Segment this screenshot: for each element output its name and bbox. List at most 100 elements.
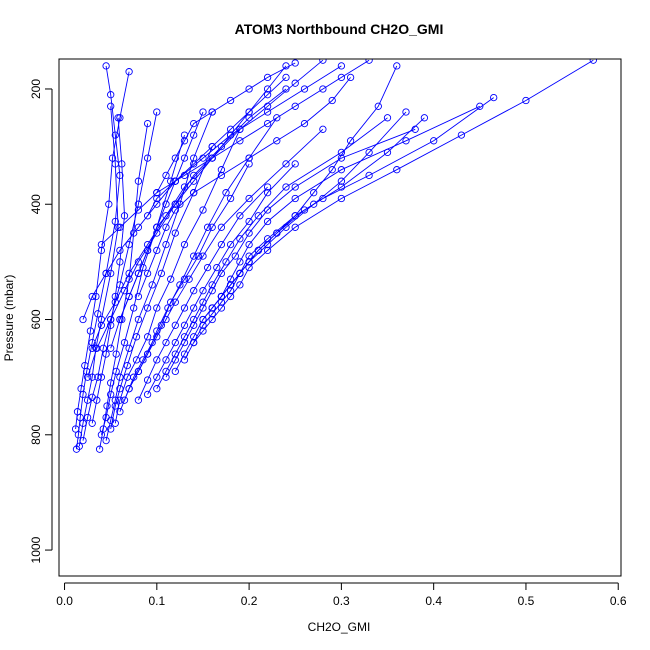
data-point	[97, 240, 106, 249]
data-point	[319, 85, 327, 93]
data-point	[291, 160, 299, 168]
data-point	[176, 281, 184, 289]
data-point	[153, 373, 161, 381]
data-point	[337, 177, 346, 185]
data-point	[217, 171, 226, 180]
y-axis: 200 400 600 800 1000	[29, 79, 53, 563]
series-line	[76, 65, 121, 450]
data-point	[374, 102, 382, 110]
data-point	[86, 327, 95, 335]
data-point	[116, 258, 124, 266]
series-line	[165, 128, 416, 378]
data-point	[236, 269, 244, 278]
data-point	[123, 361, 131, 370]
data-point	[328, 166, 336, 174]
data-point	[199, 287, 207, 295]
data-point	[291, 183, 299, 191]
data-point	[116, 315, 124, 324]
data-point	[116, 408, 124, 416]
data-point	[226, 281, 235, 289]
data-point	[153, 189, 161, 197]
data-point	[245, 263, 253, 272]
data-point	[130, 229, 138, 237]
data-point	[102, 269, 110, 278]
series-line	[137, 77, 351, 297]
data-point	[162, 171, 170, 180]
y-tick-label: 200	[29, 79, 43, 99]
data-point	[217, 298, 226, 306]
data-point	[199, 206, 207, 214]
data-point	[108, 154, 117, 162]
series-20	[190, 59, 597, 347]
series-line	[193, 59, 594, 343]
data-point	[236, 137, 244, 145]
plot-frame	[58, 58, 622, 577]
data-point	[337, 62, 346, 70]
data-point	[139, 263, 147, 272]
data-point	[120, 212, 129, 220]
x-tick-label: 0.5	[518, 594, 535, 608]
x-tick-label: 0.3	[333, 594, 350, 608]
data-point	[199, 321, 207, 329]
data-point	[213, 263, 221, 272]
data-point	[88, 292, 96, 301]
data-point	[153, 333, 161, 341]
series-30	[97, 59, 373, 249]
data-point	[180, 275, 189, 283]
data-point	[319, 125, 327, 133]
data-point	[190, 160, 198, 168]
data-point	[162, 338, 170, 347]
data-point	[116, 373, 124, 381]
data-point	[112, 350, 120, 358]
data-point	[291, 194, 299, 203]
data-point	[134, 177, 143, 185]
data-point	[180, 321, 189, 329]
data-point	[383, 148, 392, 157]
data-point	[134, 269, 143, 278]
series-line	[87, 88, 287, 378]
data-point	[167, 275, 175, 283]
data-point	[245, 160, 253, 168]
data-point	[263, 246, 272, 255]
data-point	[199, 315, 207, 324]
data-point	[393, 62, 401, 70]
data-point	[97, 321, 106, 329]
data-point	[282, 183, 290, 191]
data-point	[402, 137, 410, 145]
data-point	[300, 119, 309, 128]
data-point	[263, 189, 272, 197]
data-point	[171, 177, 179, 185]
x-tick-label: 0.4	[425, 594, 442, 608]
data-point	[153, 246, 161, 255]
data-point	[245, 240, 253, 249]
data-point	[300, 206, 309, 214]
data-point	[430, 137, 438, 145]
data-point	[162, 223, 170, 231]
data-point	[190, 131, 198, 139]
data-point	[245, 154, 253, 162]
x-axis-label: CH2O_GMI	[308, 620, 371, 634]
series-line	[119, 65, 287, 320]
data-point	[217, 142, 226, 151]
data-point	[236, 235, 244, 243]
data-point	[236, 281, 244, 289]
data-point	[171, 356, 179, 364]
data-point	[190, 321, 198, 329]
data-point	[245, 258, 253, 266]
series-29	[134, 73, 355, 301]
data-point	[476, 102, 484, 110]
data-point	[522, 96, 530, 105]
data-point	[245, 252, 253, 260]
x-axis: 0.0 0.1 0.2 0.3 0.4 0.5 0.6	[56, 582, 627, 608]
data-point	[263, 206, 272, 214]
data-point	[116, 385, 124, 393]
data-point	[143, 376, 152, 384]
data-point	[112, 367, 120, 376]
data-point	[319, 194, 327, 203]
data-point	[162, 200, 170, 208]
data-point	[190, 119, 198, 128]
data-point	[402, 108, 410, 116]
data-point	[245, 229, 253, 237]
data-point	[226, 287, 235, 295]
data-point	[337, 183, 346, 191]
